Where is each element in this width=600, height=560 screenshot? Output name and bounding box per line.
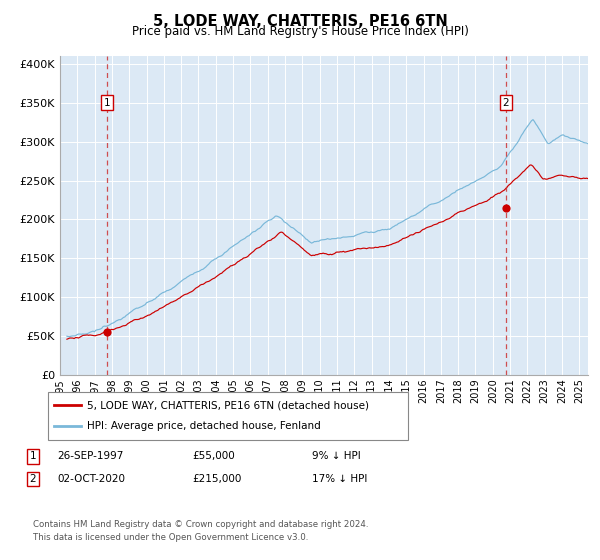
Point [103,328,112,337]
Text: 02-OCT-2020: 02-OCT-2020 [57,474,125,484]
Point [501,203,511,212]
Text: HPI: Average price, detached house, Fenland: HPI: Average price, detached house, Fenl… [87,421,321,431]
Text: Price paid vs. HM Land Registry's House Price Index (HPI): Price paid vs. HM Land Registry's House … [131,25,469,38]
Text: 2: 2 [29,474,37,484]
Text: £215,000: £215,000 [192,474,241,484]
Text: 9% ↓ HPI: 9% ↓ HPI [312,451,361,461]
Text: This data is licensed under the Open Government Licence v3.0.: This data is licensed under the Open Gov… [33,533,308,542]
Text: 5, LODE WAY, CHATTERIS, PE16 6TN: 5, LODE WAY, CHATTERIS, PE16 6TN [152,14,448,29]
Text: 2: 2 [502,97,509,108]
Text: 26-SEP-1997: 26-SEP-1997 [57,451,124,461]
Text: 17% ↓ HPI: 17% ↓ HPI [312,474,367,484]
Text: 1: 1 [29,451,37,461]
Text: Contains HM Land Registry data © Crown copyright and database right 2024.: Contains HM Land Registry data © Crown c… [33,520,368,529]
Text: £55,000: £55,000 [192,451,235,461]
Text: 1: 1 [104,97,110,108]
Text: 5, LODE WAY, CHATTERIS, PE16 6TN (detached house): 5, LODE WAY, CHATTERIS, PE16 6TN (detach… [87,400,369,410]
